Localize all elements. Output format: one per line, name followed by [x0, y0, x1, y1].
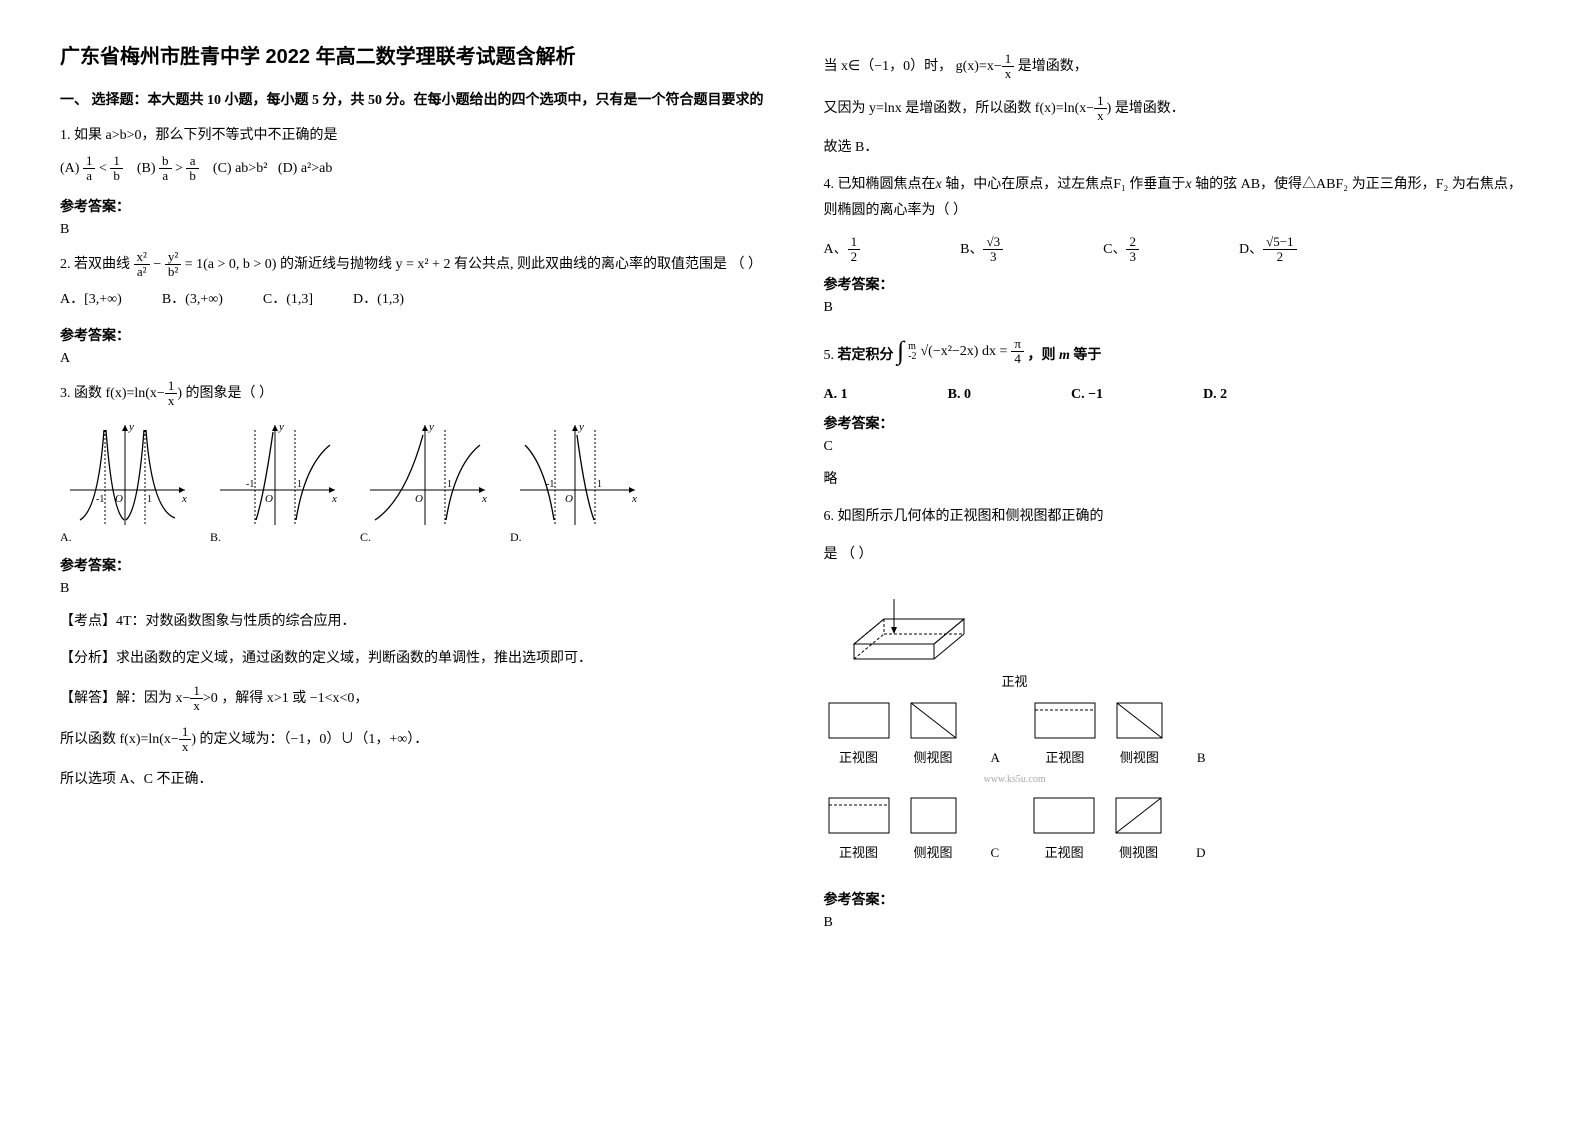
question-6-line2: 是 （ ）	[824, 542, 1528, 567]
svg-text:1: 1	[447, 479, 452, 490]
q3-sol2: 所以函数 f(x)=ln(x−1x) 的定义域为：（−1，0）∪（1，+∞）．	[60, 725, 764, 755]
svg-text:x: x	[631, 493, 637, 505]
question-5: 5. 若定积分 ∫ m -2 √(−x²−2x) dx = π4 ，则 m 等于	[824, 328, 1528, 375]
q1-optB-pre: (B)	[137, 161, 156, 176]
q1-stem: 1. 如果 a>b>0，那么下列不等式中不正确的是	[60, 123, 764, 148]
svg-text:-1: -1	[96, 494, 104, 505]
q3-right-2: 又因为 y=lnx 是增函数，所以函数 f(x)=ln(x−1x) 是增函数．	[824, 94, 1528, 124]
svg-text:y: y	[428, 421, 434, 433]
svg-text:-1: -1	[246, 479, 254, 490]
q3-note1: 【考点】4T：对数函数图象与性质的综合应用．	[60, 609, 764, 634]
q2-stem-post1: 的渐近线与抛物线	[280, 257, 392, 272]
q5-integral: ∫ m -2 √(−x²−2x) dx = π4	[897, 328, 1024, 375]
page-title: 广东省梅州市胜青中学 2022 年高二数学理联考试题含解析	[60, 40, 764, 69]
q5-answer-label: 参考答案：	[824, 413, 1528, 433]
svg-text:y: y	[578, 421, 584, 433]
svg-text:1: 1	[147, 494, 152, 505]
q3-graph-D: x y O -1 1 D.	[510, 420, 640, 545]
svg-text:y: y	[128, 421, 134, 433]
svg-text:x: x	[331, 493, 337, 505]
q5-brief: 略	[824, 467, 1528, 492]
svg-text:O: O	[265, 493, 273, 505]
q2-answer: A	[60, 351, 764, 367]
q1-optA-frac1: 1a	[83, 154, 96, 184]
q1-optB-frac2: ab	[186, 154, 199, 184]
q6-answer-label: 参考答案：	[824, 889, 1528, 909]
section-1-heading: 一、 选择题：本大题共 10 小题，每小题 5 分，共 50 分。在每小题给出的…	[60, 89, 764, 109]
question-6-line1: 6. 如图所示几何体的正视图和侧视图都正确的	[824, 504, 1528, 529]
q2-stem-post2: 有公共点, 则此双曲线的离心率的取值范围是 （ ）	[454, 257, 762, 272]
svg-text:1: 1	[297, 479, 302, 490]
svg-text:1: 1	[597, 479, 602, 490]
q3-right-1: 当 x∈（−1，0）时， g(x)=x−1x 是增函数，	[824, 52, 1528, 82]
question-3: 3. 函数 f(x)=ln(x−1x) 的图象是（ ）	[60, 379, 764, 409]
question-4: 4. 已知椭圆焦点在x 轴，中心在原点，过左焦点F₁ 作垂直于x 轴的弦 AB，…	[824, 172, 1528, 222]
q5-answer: C	[824, 439, 1528, 455]
q1-optA-pre: (A)	[60, 161, 79, 176]
q1-answer-label: 参考答案：	[60, 196, 764, 216]
q1-optC-body: ab>b²	[235, 161, 267, 176]
q1-optA-frac2: 1b	[110, 154, 123, 184]
q6-answer: B	[824, 915, 1528, 931]
q4-options: A、12 B、√33 C、23 D、√5−12	[824, 235, 1528, 265]
q5-options: A. 1 B. 0 C. −1 D. 2	[824, 387, 1528, 403]
left-column: 广东省梅州市胜青中学 2022 年高二数学理联考试题含解析 一、 选择题：本大题…	[60, 40, 764, 937]
q4-answer-label: 参考答案：	[824, 274, 1528, 294]
question-1: 1. 如果 a>b>0，那么下列不等式中不正确的是 (A) 1a < 1b (B…	[60, 123, 764, 184]
q3-note2: 【分析】求出函数的定义域，通过函数的定义域，判断函数的单调性，推出选项即可．	[60, 646, 764, 671]
q6-solid-icon	[824, 589, 984, 669]
q2-parab: y = x² + 2	[395, 257, 450, 272]
q4-answer: B	[824, 300, 1528, 316]
q1-optD-body: a²>ab	[301, 161, 333, 176]
q3-sol1: 【解答】解：因为 x−1x>0 ，解得 x>1 或 −1<x<0，	[60, 684, 764, 714]
q3-sol3: 所以选项 A、C 不正确．	[60, 767, 764, 792]
right-column: 当 x∈（−1，0）时， g(x)=x−1x 是增函数， 又因为 y=lnx 是…	[824, 40, 1528, 937]
q3-graph-A: x y O -1 1 A.	[60, 420, 190, 545]
svg-text:x: x	[181, 493, 187, 505]
q3-right-3: 故选 B．	[824, 135, 1528, 160]
q3-graph-C: x y O 1 C.	[360, 420, 490, 545]
svg-text:x: x	[481, 493, 487, 505]
q3-answer: B	[60, 581, 764, 597]
svg-text:O: O	[415, 493, 423, 505]
q6-figures: 正视 正视图 侧视图 A 正视图	[824, 589, 1206, 869]
watermark: www.ks5u.com	[824, 774, 1206, 785]
q1-answer: B	[60, 222, 764, 238]
q1-optC-pre: (C)	[213, 161, 232, 176]
q1-optD-pre: (D)	[278, 161, 297, 176]
q3-answer-label: 参考答案：	[60, 555, 764, 575]
q3-graph-B: x y O -1 1 B.	[210, 420, 340, 545]
q1-optB-frac1: ba	[159, 154, 172, 184]
q2-stem-pre: 2. 若双曲线	[60, 257, 130, 272]
svg-text:O: O	[565, 493, 573, 505]
q3-graphs: x y O -1 1 A. x y O	[60, 420, 764, 545]
question-2: 2. 若双曲线 x²a² − y²b² = 1(a > 0, b > 0) 的渐…	[60, 250, 764, 313]
q2-answer-label: 参考答案：	[60, 325, 764, 345]
svg-text:y: y	[278, 421, 284, 433]
